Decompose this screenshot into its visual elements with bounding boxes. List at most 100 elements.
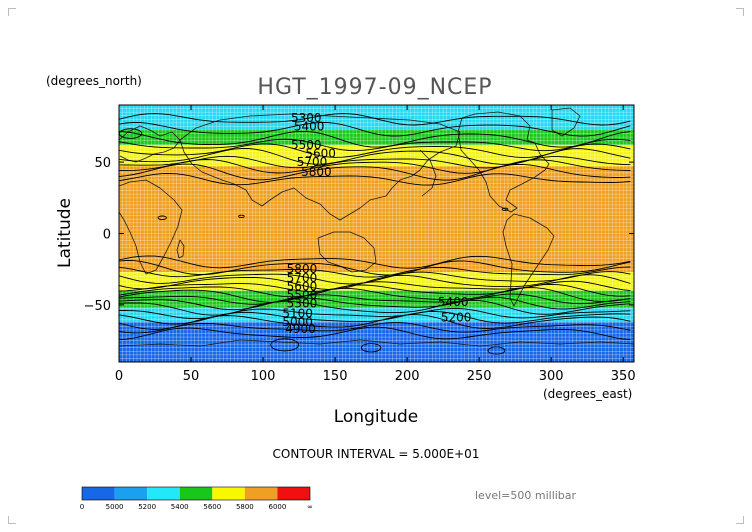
contour-label: 5600 — [305, 147, 336, 161]
crop-mark — [8, 516, 9, 524]
colorbar-swatch — [147, 487, 180, 500]
contour-line — [119, 314, 631, 330]
contour-label: 5500 — [287, 288, 318, 302]
contour-label: 5200 — [441, 311, 472, 325]
contour-line — [119, 122, 631, 137]
contour-label: 5300 — [291, 111, 322, 125]
contour-line — [119, 293, 631, 305]
x-tick-label: 300 — [539, 369, 564, 384]
contour-loop — [360, 343, 382, 353]
contour-line — [119, 287, 631, 303]
contour-line — [119, 130, 631, 148]
contour-fill-band — [119, 307, 634, 323]
colorbar-label: 0 — [80, 503, 84, 511]
contour-line — [119, 299, 631, 316]
contour-loop — [487, 346, 506, 355]
contour-label: 5600 — [287, 279, 318, 293]
crop-mark — [736, 523, 744, 524]
island-greenland — [551, 107, 581, 137]
crop-mark — [8, 8, 16, 9]
x-units-label: (degrees_east) — [543, 387, 632, 401]
continent-asia-east-coast — [419, 149, 437, 197]
contour-label: 5500 — [291, 138, 322, 152]
crop-mark — [8, 523, 16, 524]
x-tick-label: 100 — [251, 369, 276, 384]
y-tick-label: 50 — [94, 156, 111, 171]
y-units-label: (degrees_north) — [46, 74, 142, 88]
contour-line — [119, 172, 631, 186]
continent-north-america — [457, 111, 550, 213]
crop-mark — [743, 516, 744, 524]
colorbar-frame — [81, 486, 311, 501]
contour-interval-text: CONTOUR INTERVAL = 5.000E+01 — [273, 447, 480, 461]
contour-line — [119, 283, 631, 298]
contour-label: 5700 — [287, 271, 318, 285]
contour-line — [119, 113, 631, 126]
contour-line — [119, 311, 631, 325]
colorbar-label: 5000 — [106, 503, 124, 511]
contour-line — [119, 138, 631, 152]
contour-fill-band — [119, 290, 634, 308]
contour-line — [119, 155, 631, 169]
contour-label: 5400 — [438, 295, 469, 309]
contour-label: 5800 — [287, 262, 318, 276]
y-tick-label: 0 — [103, 228, 111, 243]
colorbar-swatch — [212, 487, 245, 500]
colorbar-label: ∞ — [307, 503, 313, 511]
level-text: level=500 millibar — [475, 489, 577, 502]
x-tick-label: 150 — [323, 369, 348, 384]
crop-mark — [736, 8, 744, 9]
x-tick-label: 0 — [115, 369, 123, 384]
continent-south-america — [502, 213, 555, 307]
contour-line — [119, 326, 631, 341]
contour-line — [119, 296, 631, 311]
contour-label: 5700 — [297, 155, 328, 169]
contour-line — [119, 266, 631, 278]
contour-label: 5800 — [301, 165, 332, 179]
colorbar-label: 5800 — [236, 503, 254, 511]
colorbar-label: 5400 — [171, 503, 189, 511]
x-tick-label: 350 — [611, 369, 636, 384]
continent-africa — [119, 179, 183, 275]
contour-label: 5400 — [294, 119, 325, 133]
crop-mark — [8, 8, 9, 16]
contour-label: 5100 — [282, 306, 313, 320]
contour-line — [119, 271, 631, 285]
contour-line — [119, 148, 631, 165]
contour-line — [119, 280, 631, 292]
contour-line — [119, 163, 631, 181]
colorbar-swatch — [114, 487, 148, 500]
contour-loop — [501, 207, 509, 211]
y-tick-label: −50 — [84, 299, 111, 314]
contour-label: 5000 — [282, 315, 313, 329]
contour-line — [119, 274, 631, 290]
colorbar-swatch — [82, 487, 115, 500]
island-madagascar — [176, 239, 185, 259]
colorbar-label: 5200 — [138, 503, 156, 511]
contour-line — [119, 255, 631, 269]
contour-loop — [238, 214, 245, 219]
contour-fill-band — [119, 166, 634, 273]
contour-fill-band — [119, 144, 634, 167]
chart-title: HGT_1997-09_NCEP — [257, 75, 492, 100]
y-axis-label: Latitude — [55, 198, 75, 268]
contour-label: 5300 — [287, 296, 318, 310]
contour-fill-band — [119, 272, 634, 291]
x-axis-label: Longitude — [334, 407, 419, 427]
continent-antarctica — [119, 339, 634, 347]
colorbar-swatch — [179, 487, 213, 500]
colorbar-label: 5600 — [203, 503, 221, 511]
colorbar-swatch — [277, 487, 310, 500]
contour-loop — [157, 215, 167, 221]
crop-mark — [743, 8, 744, 16]
colorbar-swatch — [244, 487, 278, 500]
x-tick-label: 250 — [467, 369, 492, 384]
x-tick-label: 50 — [183, 369, 200, 384]
colorbar-label: 6000 — [269, 503, 287, 511]
contour-line — [119, 159, 631, 174]
contour-loop — [270, 338, 300, 352]
continent-australia — [317, 231, 377, 273]
x-tick-label: 200 — [395, 369, 420, 384]
